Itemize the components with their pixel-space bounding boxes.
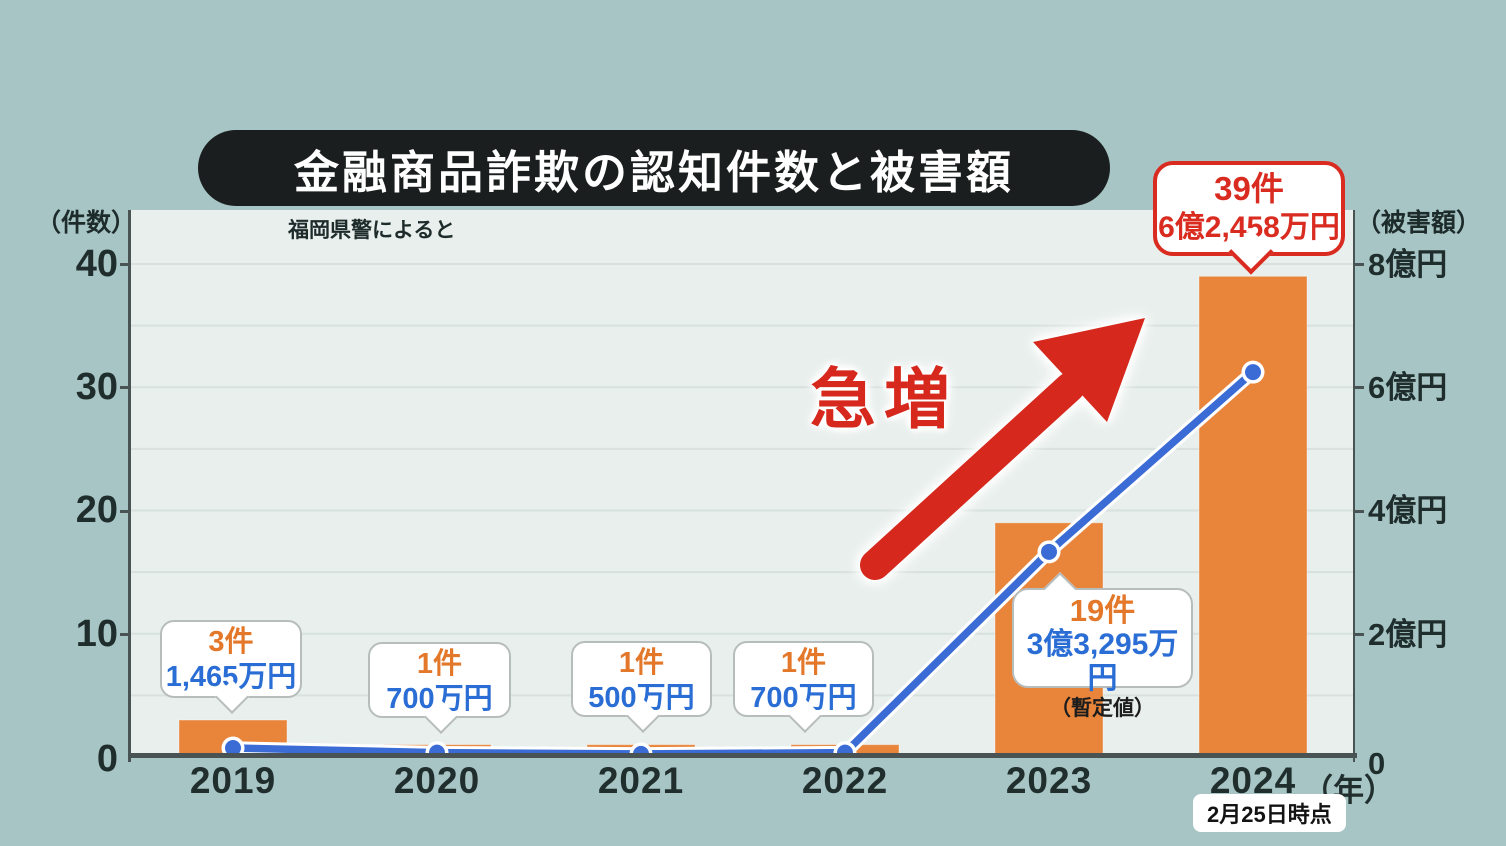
y-left-tickmark xyxy=(120,632,129,636)
callout-2023-amount: 3億3,295万円 xyxy=(1026,628,1179,695)
y-right-tick-8oku: 8億円 xyxy=(1368,247,1448,282)
callout-2021-count: 1件 xyxy=(618,647,665,679)
y-left-tick-40: 40 xyxy=(75,243,118,285)
y-left-tickmark xyxy=(120,263,129,266)
surge-arrow-icon xyxy=(860,318,1145,580)
y-axis-right-line xyxy=(1353,210,1355,762)
data-point-2023 xyxy=(1041,543,1057,560)
y-left-tick-10: 10 xyxy=(75,613,118,655)
callout-2019-count: 3件 xyxy=(208,626,254,658)
callout-2024-highlight: 39件 6億2,458万円 xyxy=(1153,161,1345,275)
x-tick-2023: 2023 xyxy=(1005,760,1093,801)
callout-2024-count: 39件 xyxy=(1214,170,1284,207)
title-banner: 金融商品詐欺の認知件数と被害額 xyxy=(198,130,1110,206)
source-note: 福岡県警によると xyxy=(288,219,456,242)
y-right-tick-4oku: 4億円 xyxy=(1368,493,1448,528)
callout-2020: 1件 700万円 xyxy=(368,642,511,734)
callout-2022: 1件 700万円 xyxy=(733,641,874,733)
callout-2021: 1件 500万円 xyxy=(571,641,712,733)
y-left-tickmark xyxy=(120,509,129,513)
right-axis-unit: （被害額） xyxy=(1356,209,1482,237)
x-tick-2020: 2020 xyxy=(393,760,481,801)
y-right-tickmark xyxy=(1355,509,1364,513)
surge-label: 急増 xyxy=(810,362,958,436)
page-title: 金融商品詐欺の認知件数と被害額 xyxy=(293,146,1014,198)
callout-2022-count: 1件 xyxy=(780,647,827,679)
callout-2023: 19件 3億3,295万円 （暫定値） xyxy=(1012,572,1193,720)
y-left-tickmark xyxy=(120,386,129,390)
callout-2020-count: 1件 xyxy=(416,648,463,680)
x-tick-2019: 2019 xyxy=(189,760,277,801)
x-tick-2022: 2022 xyxy=(801,760,889,801)
x-axis-line xyxy=(128,753,1357,758)
y-right-tick-0: 0 xyxy=(1368,746,1386,781)
y-right-tick-2oku: 2億円 xyxy=(1368,617,1448,652)
data-point-2024 xyxy=(1245,364,1261,381)
y-right-tickmark xyxy=(1355,263,1364,266)
y-left-tick-0: 0 xyxy=(96,738,118,780)
y-right-tickmark xyxy=(1355,386,1364,390)
y-right-tick-6oku: 6億円 xyxy=(1368,370,1448,405)
y-right-tickmark xyxy=(1355,632,1364,636)
data-point-2019 xyxy=(225,739,241,756)
left-axis-unit: （件数） xyxy=(36,209,137,237)
bar-2024 xyxy=(1198,275,1308,757)
y-axis-left-line xyxy=(128,210,131,762)
x-tick-2021: 2021 xyxy=(597,760,685,801)
y-left-tick-20: 20 xyxy=(75,489,118,531)
date-note: 2月25日時点 xyxy=(1193,794,1346,832)
callout-2023-count: 19件 xyxy=(1069,593,1136,628)
callout-2023-note: （暫定値） xyxy=(1050,697,1155,720)
callout-2019: 3件 1,465万円 xyxy=(160,620,302,714)
y-left-tick-30: 30 xyxy=(75,366,118,408)
